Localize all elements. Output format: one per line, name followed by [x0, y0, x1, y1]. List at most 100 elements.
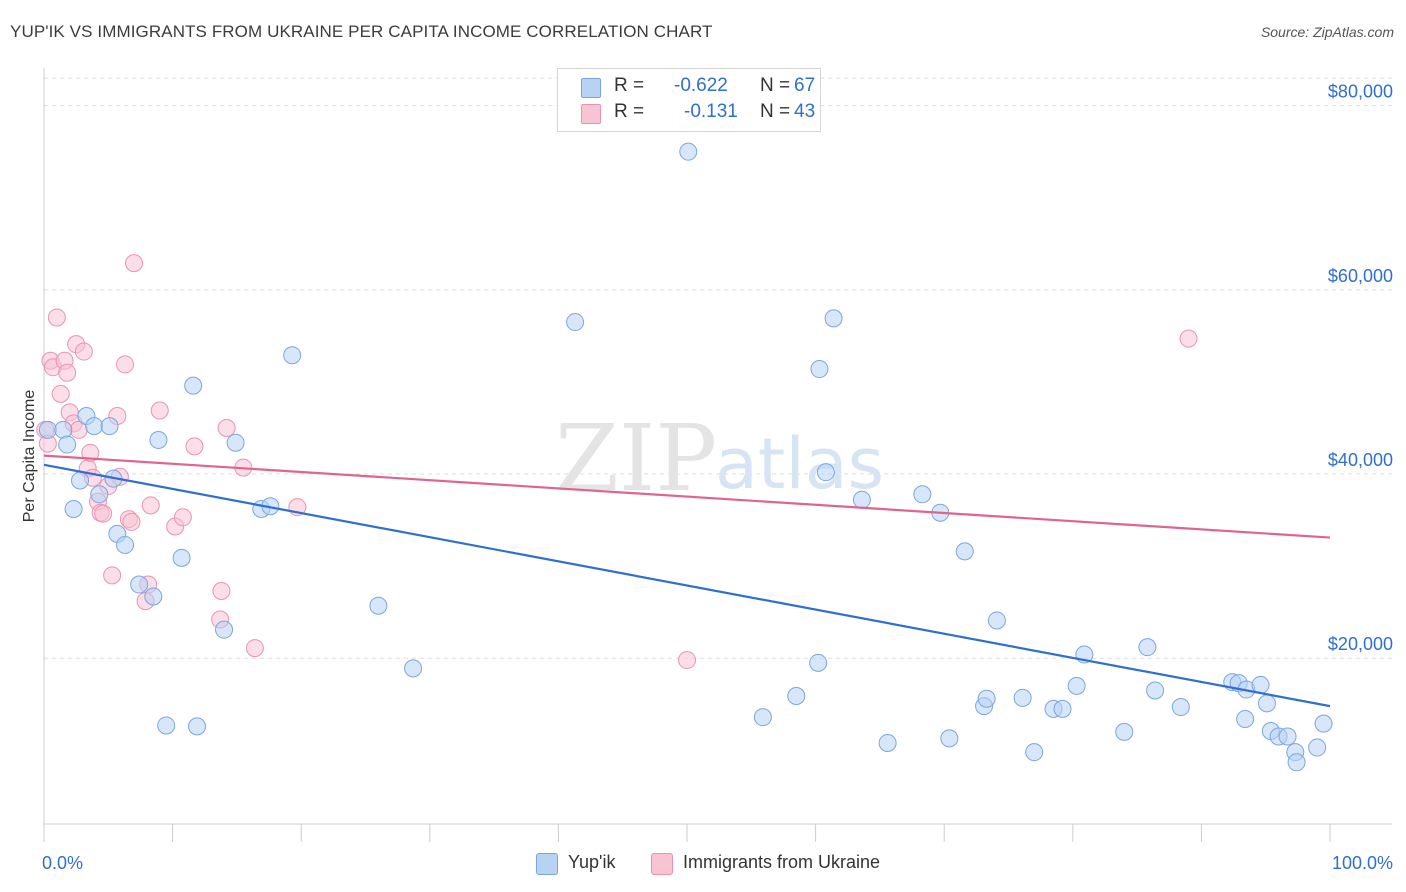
legend-n-value: 43 — [794, 101, 816, 122]
data-point-yupik — [940, 729, 959, 748]
data-point-ukraine — [1179, 329, 1198, 348]
data-point-yupik — [184, 376, 203, 395]
data-point-yupik — [1013, 688, 1032, 707]
data-point-yupik — [149, 430, 168, 449]
data-point-yupik — [1138, 638, 1157, 657]
data-point-ukraine — [245, 639, 264, 658]
data-point-yupik — [157, 716, 176, 735]
data-point-yupik — [816, 463, 835, 482]
watermark-atlas: atlas — [715, 423, 884, 505]
trend-line-yupik — [43, 463, 1331, 708]
series-yupik-points — [38, 142, 1333, 772]
data-point-yupik — [90, 485, 109, 504]
legend-r-value: -0.622 — [674, 75, 728, 96]
data-point-ukraine — [141, 496, 160, 515]
legend-r-value: -0.131 — [684, 101, 738, 122]
x-tick-labels: 0.0% 100.0% — [42, 853, 1393, 873]
data-point-yupik — [1287, 753, 1306, 772]
data-point-yupik — [369, 596, 388, 615]
data-point-ukraine — [185, 437, 204, 456]
data-point-ukraine — [217, 418, 236, 437]
data-point-yupik — [679, 142, 698, 161]
legend-swatch-ukraine — [581, 104, 601, 124]
data-point-yupik — [188, 717, 207, 736]
x-tick-label-right: 100.0% — [1332, 853, 1393, 873]
data-point-yupik — [71, 471, 90, 490]
data-point-yupik — [878, 733, 897, 752]
legend-swatch-yupik — [581, 78, 601, 98]
y-axis-label: Per Capita Income — [21, 390, 38, 523]
data-point-yupik — [852, 490, 871, 509]
x-tick-label-left: 0.0% — [42, 853, 83, 873]
data-point-yupik — [977, 689, 996, 708]
y-tick-labels: $20,000 $40,000 $60,000 $80,000 — [1328, 82, 1393, 655]
data-point-yupik — [1146, 681, 1165, 700]
data-point-yupik — [64, 500, 83, 519]
data-point-yupik — [130, 575, 149, 594]
data-point-yupik — [566, 313, 585, 332]
source-label: Source: ZipAtlas.com — [1260, 24, 1394, 40]
data-point-ukraine — [103, 566, 122, 585]
y-tick-label: $80,000 — [1328, 82, 1393, 102]
data-point-yupik — [1236, 710, 1255, 729]
data-point-ukraine — [125, 254, 144, 273]
data-point-yupik — [1053, 699, 1072, 718]
y-tick-label: $60,000 — [1328, 266, 1393, 286]
bottom-legend-label-yupik: Yup'ik — [568, 852, 616, 872]
data-point-yupik — [283, 346, 302, 365]
data-point-ukraine — [51, 384, 70, 403]
data-point-yupik — [54, 420, 73, 439]
data-point-yupik — [810, 360, 829, 379]
data-point-ukraine — [94, 504, 113, 523]
data-point-yupik — [1171, 698, 1190, 717]
y-tick-label: $20,000 — [1328, 634, 1393, 654]
watermark: ZIP atlas — [555, 405, 884, 512]
chart-title: YUP'IK VS IMMIGRANTS FROM UKRAINE PER CA… — [10, 22, 713, 41]
bottom-legend-swatch-yupik — [536, 853, 558, 875]
data-point-yupik — [809, 653, 828, 672]
legend-n-value: 67 — [794, 75, 816, 96]
trend-line-ukraine — [43, 454, 1331, 539]
data-point-yupik — [955, 542, 974, 561]
data-point-yupik — [1308, 738, 1327, 757]
data-point-yupik — [100, 417, 119, 436]
data-point-ukraine — [150, 401, 169, 420]
bottom-legend-label-ukraine: Immigrants from Ukraine — [683, 852, 881, 872]
data-point-yupik — [116, 535, 135, 554]
data-point-yupik — [1314, 714, 1333, 733]
data-point-yupik — [1278, 727, 1297, 746]
legend-r-label: R = — [614, 75, 645, 96]
data-point-yupik — [787, 686, 806, 705]
data-point-ukraine — [58, 363, 77, 382]
data-point-yupik — [1025, 743, 1044, 762]
data-point-ukraine — [116, 355, 135, 374]
data-point-yupik — [215, 620, 234, 639]
data-point-yupik — [226, 433, 245, 452]
data-point-yupik — [85, 417, 104, 436]
legend-n-label: N = — [760, 75, 791, 96]
data-point-yupik — [824, 309, 843, 328]
data-point-yupik — [1067, 676, 1086, 695]
y-tick-label: $40,000 — [1328, 450, 1393, 470]
grid-lines — [44, 77, 1392, 659]
data-point-ukraine — [74, 342, 93, 361]
legend-r-label: R = — [614, 101, 645, 122]
data-point-ukraine — [122, 512, 141, 531]
data-point-yupik — [1115, 722, 1134, 741]
data-point-yupik — [913, 485, 932, 504]
bottom-legend-swatch-ukraine — [651, 853, 673, 875]
data-point-yupik — [38, 420, 57, 439]
data-point-yupik — [58, 435, 77, 454]
data-point-ukraine — [47, 308, 66, 327]
data-point-yupik — [404, 659, 423, 678]
trend-lines — [43, 454, 1331, 708]
data-point-yupik — [144, 587, 163, 606]
data-point-ukraine — [81, 443, 100, 462]
data-point-yupik — [753, 708, 772, 727]
legend-n-label: N = — [760, 101, 791, 122]
data-point-yupik — [987, 611, 1006, 630]
data-point-ukraine — [212, 581, 231, 600]
data-point-ukraine — [173, 508, 192, 527]
data-point-yupik — [172, 548, 191, 567]
